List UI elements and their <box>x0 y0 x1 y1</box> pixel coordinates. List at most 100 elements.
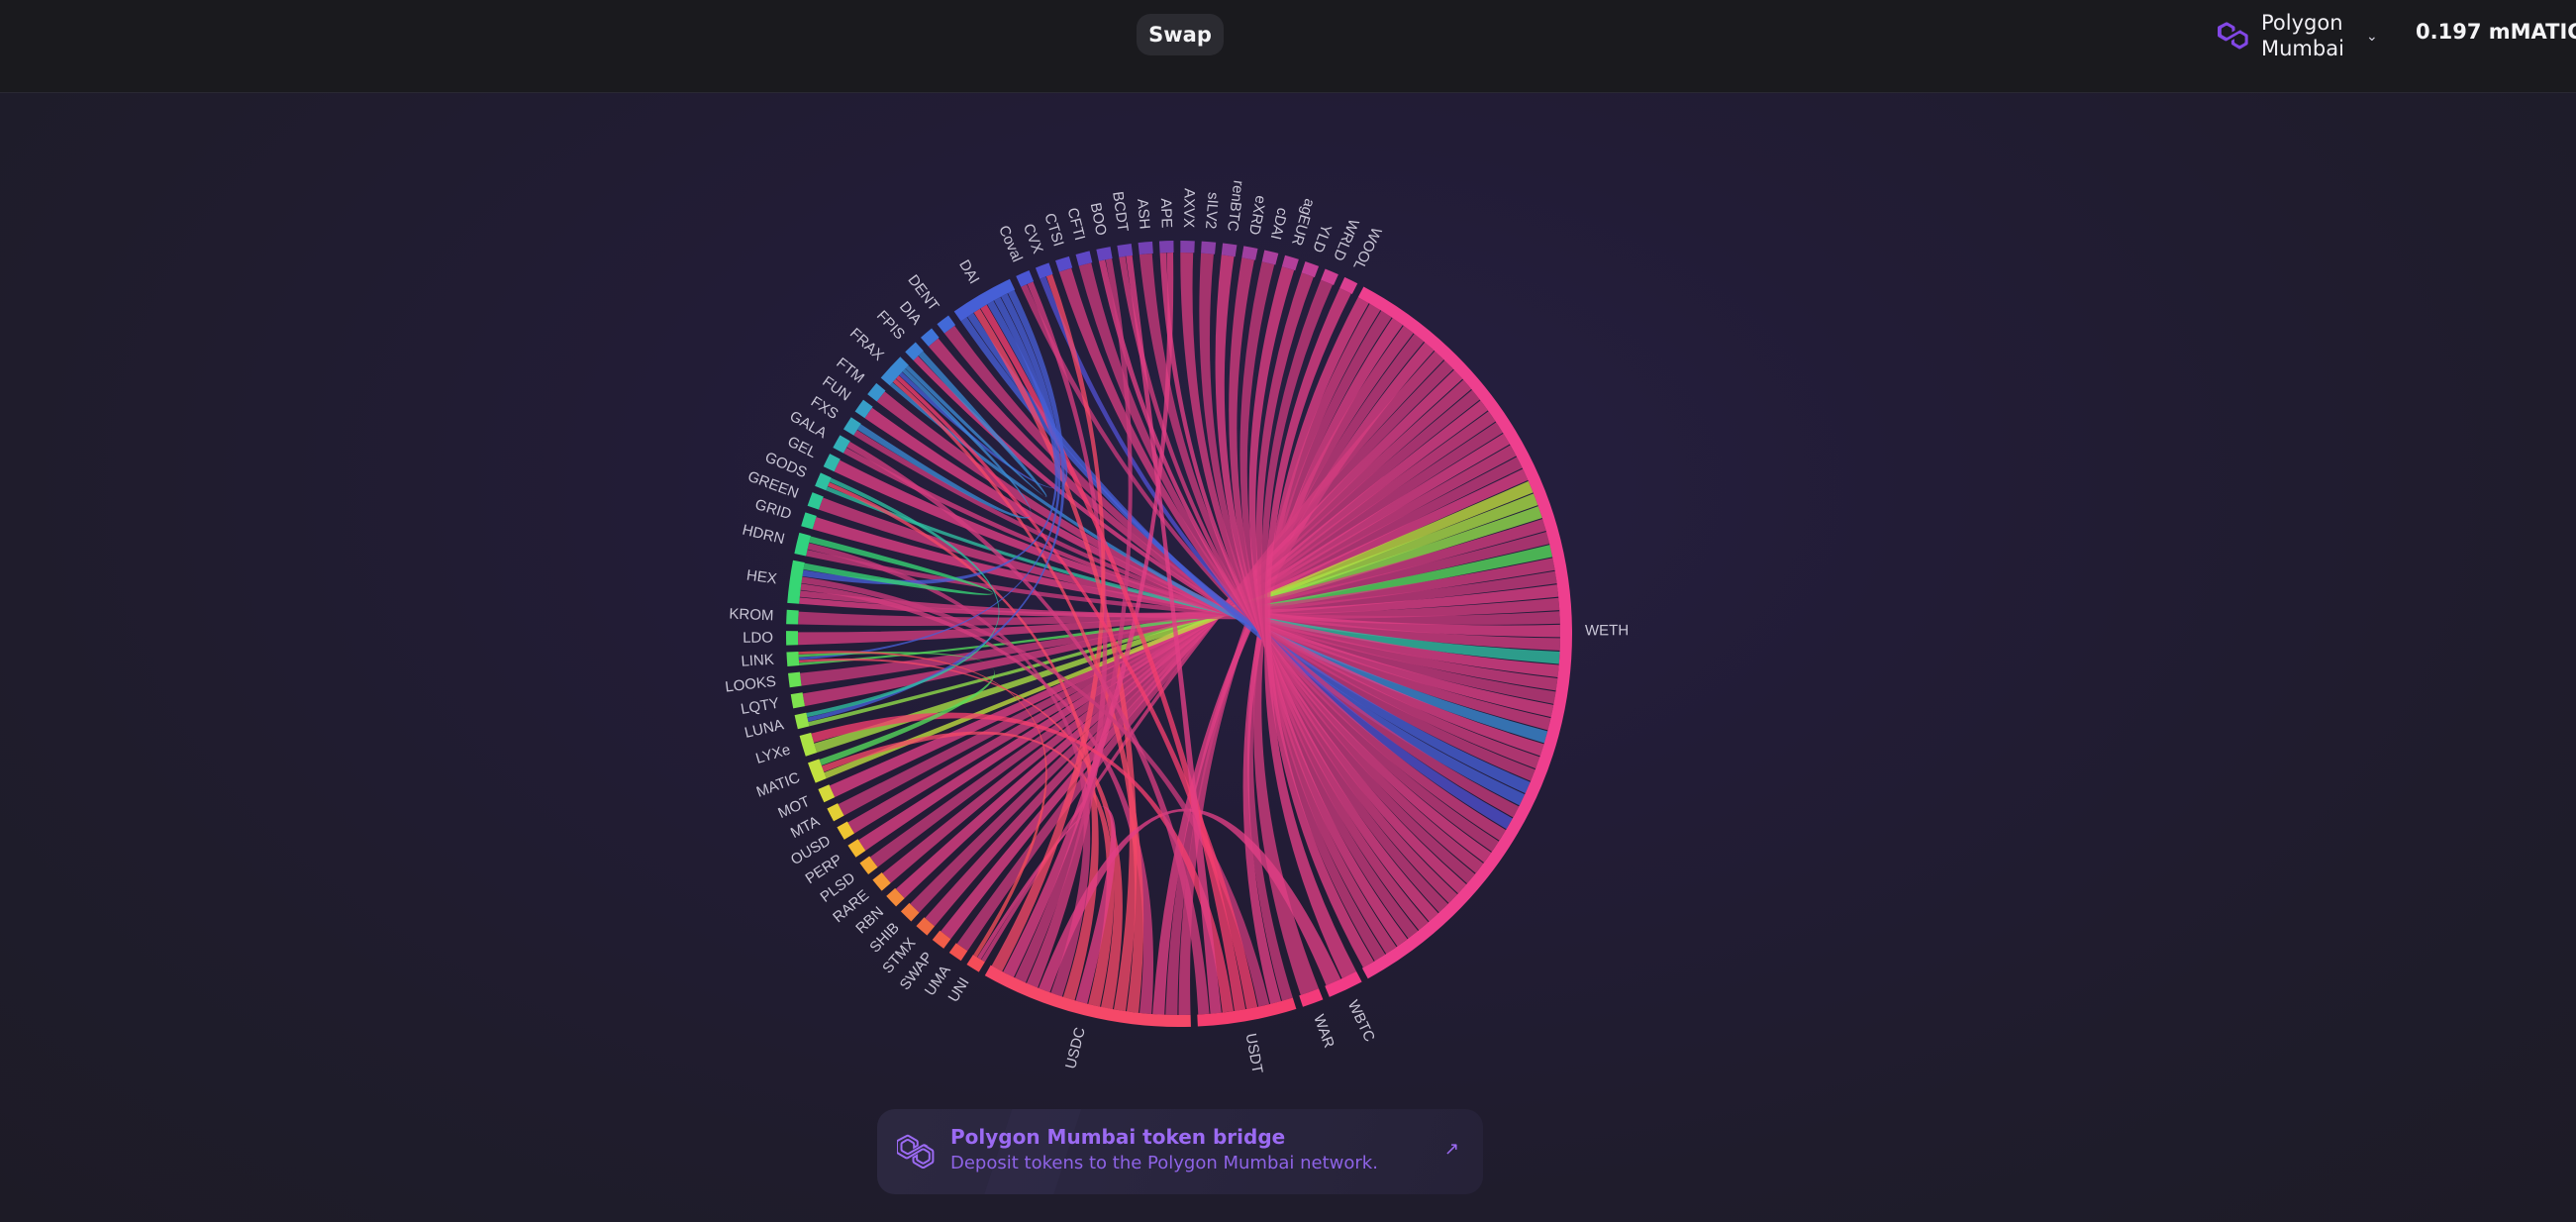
chord-arc-ape[interactable] <box>1158 241 1174 254</box>
chord-arc-mot[interactable] <box>818 784 836 803</box>
chord-arc-shib[interactable] <box>900 902 920 922</box>
chord-arc-dia[interactable] <box>920 328 940 347</box>
chord-arcs <box>786 241 1572 1027</box>
chord-band-weth-hdrn[interactable] <box>806 550 1560 625</box>
chord-arc-fxs[interactable] <box>842 417 861 436</box>
polygon-logo-icon <box>897 1134 935 1169</box>
chord-arc-wool[interactable] <box>1339 276 1358 294</box>
chord-band-weth-wool[interactable] <box>1264 287 1374 968</box>
chord-arc-rbn[interactable] <box>886 887 905 907</box>
chord-arc-mta[interactable] <box>827 803 844 822</box>
chord-arc-usdt[interactable] <box>1197 997 1297 1027</box>
chord-arc-hdrn[interactable] <box>794 532 811 557</box>
chord-arc-swap[interactable] <box>932 930 951 949</box>
chord-arc-link[interactable] <box>786 651 800 666</box>
chord-arc-ash[interactable] <box>1138 241 1153 255</box>
chord-arc-bcdt[interactable] <box>1117 243 1134 257</box>
chord-band-usdt-bcdt[interactable] <box>1126 255 1222 1014</box>
chord-arc-silv2[interactable] <box>1201 241 1217 255</box>
chord-band-weth-perp[interactable] <box>858 433 1511 851</box>
chord-arc-ctsi[interactable] <box>1055 255 1073 272</box>
chord-arc-wbtc[interactable] <box>1325 970 1362 997</box>
chord-band-weth-exrd[interactable] <box>1229 257 1429 931</box>
chord-band-weth-ldo[interactable] <box>798 558 1555 646</box>
chord-arc-uni[interactable] <box>966 954 985 972</box>
chord-band-weth-rbn[interactable] <box>895 400 1488 899</box>
chord-arc-krom[interactable] <box>786 609 799 625</box>
chord-arc-looks[interactable] <box>788 671 802 688</box>
chord-arc-stmx[interactable] <box>916 917 936 936</box>
chord-bands <box>798 253 1560 1015</box>
chord-band-usdt-hex[interactable] <box>801 576 1270 1007</box>
chord-arc-ldo[interactable] <box>786 631 799 646</box>
chord-arc-weth[interactable] <box>1357 286 1572 979</box>
chord-label-weth: WETH <box>1585 622 1629 639</box>
chord-arc-frax[interactable] <box>880 356 909 386</box>
chord-arc-cvx[interactable] <box>1035 262 1053 279</box>
chord-label-link: LINK <box>741 652 774 670</box>
chord-arc-plsd[interactable] <box>859 856 878 875</box>
chord-band-usdc-boo[interactable] <box>1014 258 1133 983</box>
chord-band-weth-looks[interactable] <box>800 532 1550 686</box>
chord-arc-cdai[interactable] <box>1261 250 1279 265</box>
chord-band-weth-lqty[interactable] <box>802 519 1546 707</box>
chord-band-weth-stmx[interactable] <box>925 379 1472 927</box>
chord-band-weth-swap[interactable] <box>941 369 1463 940</box>
chord-band-weth-wbtc[interactable] <box>1264 297 1369 979</box>
chord-band-usdc-matic[interactable] <box>821 731 1115 1007</box>
chord-band-weth-matic[interactable] <box>824 480 1534 779</box>
chord-band-weth-hex[interactable] <box>799 584 1559 618</box>
chord-arc-lyxe[interactable] <box>799 732 818 757</box>
chord-arc-gods[interactable] <box>815 472 832 491</box>
chord-band-weth-luna[interactable] <box>808 506 1542 727</box>
chord-arc-boo[interactable] <box>1096 247 1113 261</box>
chord-arc-yld[interactable] <box>1301 261 1320 278</box>
chevron-down-icon[interactable]: ⌄ <box>2366 27 2378 44</box>
chord-arc-gala[interactable] <box>833 435 850 454</box>
chord-arc-cfti[interactable] <box>1075 251 1093 266</box>
chord-arc-coval[interactable] <box>1016 270 1035 287</box>
chord-arc-dent[interactable] <box>937 315 956 334</box>
chord-label-dai: DAI <box>955 257 982 287</box>
swap-tab[interactable]: Swap <box>1137 14 1224 55</box>
chord-arc-green[interactable] <box>807 492 824 510</box>
chord-arc-luna[interactable] <box>794 712 810 730</box>
chord-arc-axvx[interactable] <box>1180 241 1195 254</box>
chord-band-weth-rare[interactable] <box>882 411 1496 883</box>
chord-band-weth-mta[interactable] <box>838 457 1523 816</box>
chord-arc-ageur[interactable] <box>1281 255 1299 271</box>
chord-arc-ousd[interactable] <box>837 821 854 840</box>
chord-arc-wrld[interactable] <box>1321 268 1338 286</box>
chord-arc-perp[interactable] <box>847 839 866 858</box>
chord-arc-renbtc[interactable] <box>1221 243 1238 257</box>
chord-band-weth-shib[interactable] <box>910 389 1480 913</box>
chord-arc-war[interactable] <box>1299 988 1324 1007</box>
chord-arc-gel[interactable] <box>823 454 841 472</box>
chord-arc-exrd[interactable] <box>1241 246 1258 260</box>
chord-band-weth-cdai[interactable] <box>1239 261 1419 939</box>
chord-arc-hex[interactable] <box>787 560 805 604</box>
chord-label-bcdt: BCDT <box>1109 190 1132 233</box>
chord-arc-matic[interactable] <box>808 759 827 783</box>
chord-arc-lqty[interactable] <box>790 692 806 709</box>
chord-arc-usdc[interactable] <box>984 965 1191 1027</box>
chord-arc-fpis[interactable] <box>905 342 924 360</box>
polygon-bridge-banner[interactable]: Polygon Mumbai token bridge Deposit toke… <box>877 1109 1483 1194</box>
network-selector[interactable]: Polygon Mumbai ⌄ <box>2218 10 2386 61</box>
chord-label-looks: LOOKS <box>724 673 776 696</box>
chord-band-hex-hdrn[interactable] <box>803 536 994 595</box>
chord-label-cfti: CFTI <box>1063 206 1088 242</box>
chord-arc-ftm[interactable] <box>867 382 886 402</box>
chord-arc-grid[interactable] <box>801 512 817 530</box>
chord-arc-fun[interactable] <box>854 399 873 419</box>
top-navigation-bar: Swap Polygon Mumbai ⌄ 0.197 mMATIC <box>0 0 2576 93</box>
chord-band-weth-lyxe[interactable] <box>814 493 1538 754</box>
wallet-balance[interactable]: 0.197 mMATIC <box>2416 20 2576 44</box>
chord-band-usdc-wbtc[interactable] <box>1039 808 1341 993</box>
chord-arc-rare[interactable] <box>872 871 891 891</box>
chord-arc-dai[interactable] <box>953 278 1016 322</box>
chord-arc-uma[interactable] <box>948 943 968 962</box>
chord-band-weth-hex[interactable] <box>799 590 1560 620</box>
chord-band-weth-uma[interactable] <box>956 359 1454 952</box>
